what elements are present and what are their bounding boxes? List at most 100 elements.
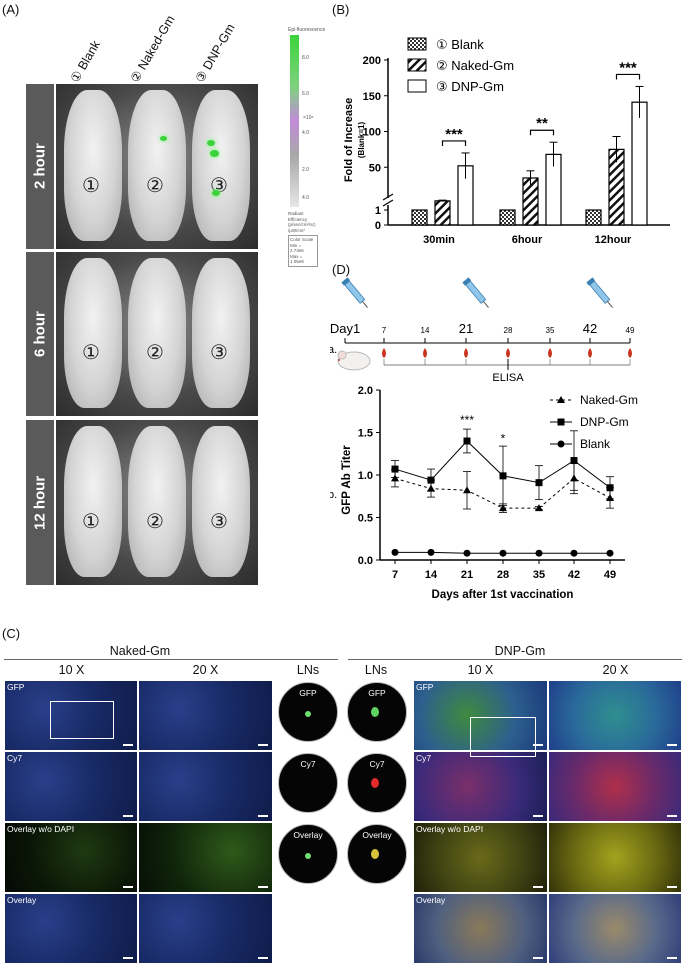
micrograph-2-0: Overlay w/o DAPI <box>4 822 138 893</box>
y-tick-label: 0.0 <box>358 555 373 567</box>
blood-drop-icon <box>548 348 552 358</box>
day-label: Day1 <box>330 321 360 336</box>
micrograph-1-1 <box>138 751 273 822</box>
time-tab-2: 12 hour <box>26 420 54 585</box>
day-label: 7 <box>382 326 387 335</box>
x-tick-label: 7 <box>392 569 398 581</box>
scale-bar <box>123 744 133 746</box>
elisa-label: ELISA <box>492 372 524 384</box>
point <box>427 476 435 484</box>
blood-drop-icon <box>506 348 510 358</box>
x-tick-label: 42 <box>568 569 580 581</box>
point <box>463 549 471 557</box>
legend-label: DNP-Gm <box>580 415 629 429</box>
row-label-a: a. <box>330 344 337 356</box>
significance-label: *** <box>445 126 463 143</box>
mouse-icon <box>337 350 371 371</box>
blood-drop-icon <box>382 348 386 358</box>
dnp-gm-title: DNP-Gm <box>494 644 546 658</box>
y-tick-label: 2.0 <box>358 385 373 397</box>
scale-bar <box>533 957 543 959</box>
scale-bar <box>123 886 133 888</box>
panel-b-label: (B) <box>332 2 350 17</box>
micrograph-0-0: GFP <box>4 680 138 751</box>
scale-bar <box>533 886 543 888</box>
fluorescence-spot <box>212 190 220 196</box>
legend-swatch <box>407 58 427 72</box>
syringe-icon <box>341 277 368 308</box>
column-label-blank: ① Blank <box>67 38 103 85</box>
legend-label: Naked-Gm <box>580 393 638 407</box>
significance-bracket <box>615 73 641 80</box>
zoom-inset-box <box>470 717 536 757</box>
micrograph-3-3 <box>548 893 682 964</box>
scale-bar <box>667 815 677 817</box>
category-label: 30min <box>423 234 455 246</box>
micrograph-label: Cy7 <box>416 753 432 763</box>
point <box>427 548 435 556</box>
gfp-ab-titer-line-chart: 0.0 0.5 1.0 1.5 2.0 7 14 21 28 35 42 49 Days after 1… <box>330 385 638 601</box>
radiance-color-scale: Epi-fluorescence 8.0 6.0 ×10⁶ 4.0 2.0 4.… <box>288 27 325 267</box>
y-tick-label: 200 <box>363 55 381 67</box>
ln-signal <box>371 778 379 788</box>
legend-swatch <box>407 37 427 51</box>
scale-bar <box>667 744 677 746</box>
blood-drop-icon <box>628 348 632 358</box>
micrograph-0-1 <box>138 680 273 751</box>
category-label: 12hour <box>595 234 632 246</box>
naked-20x-header: 20 X <box>192 663 219 677</box>
blood-drop-icon <box>464 348 468 358</box>
x-tick-label: 49 <box>604 569 616 581</box>
legend-label: Blank <box>580 437 611 451</box>
significance-bracket <box>441 140 467 146</box>
x-tick-label: 14 <box>425 569 438 581</box>
micrograph-3-1 <box>138 893 273 964</box>
scale-bar <box>123 957 133 959</box>
y-tick-label: 50 <box>369 162 381 174</box>
point <box>535 479 543 487</box>
syringe-icon <box>586 277 613 308</box>
scale-bar <box>258 815 268 817</box>
y-tick-label: 1 <box>375 205 381 217</box>
significance-label: *** <box>460 413 474 427</box>
row-label-b: b. <box>330 489 337 501</box>
y-tick-label: 0.5 <box>358 513 373 525</box>
legend-label: ① Blank <box>436 37 484 52</box>
syringe-icon <box>462 277 489 308</box>
bar-1-0 <box>434 200 451 226</box>
point <box>535 549 543 557</box>
x-tick-label: 21 <box>461 569 473 581</box>
ln-label: Cy7 <box>300 759 316 769</box>
mouse-2: ③ <box>192 426 250 577</box>
dnp-20x-header: 20 X <box>602 663 629 677</box>
point <box>463 486 471 494</box>
day-label: 49 <box>626 326 635 335</box>
x-tick-label: 28 <box>497 569 509 581</box>
naked-lns-header: LNs <box>296 663 320 677</box>
lymph-node-naked-1: Cy7 <box>278 753 338 813</box>
lymph-node-naked-0: GFP <box>278 682 338 742</box>
point <box>535 504 543 512</box>
group-marker: ① <box>82 342 100 364</box>
bar-0-1 <box>499 209 516 226</box>
mouse-image-1: ① ② ③ <box>56 136 258 416</box>
legend-marker <box>557 440 565 448</box>
group-marker: ③ <box>210 510 228 533</box>
point <box>463 437 471 445</box>
legend-swatch <box>407 79 427 93</box>
mouse-image-0: ① ② ③ <box>56 84 258 249</box>
day-label: 35 <box>546 326 555 335</box>
point <box>499 504 507 512</box>
scale-bar <box>123 815 133 817</box>
micrograph-2-3 <box>548 822 682 893</box>
point <box>606 549 614 557</box>
mouse-image-2: ① ② ③ <box>56 150 258 585</box>
group-marker: ③ <box>210 342 228 364</box>
ln-label: GFP <box>299 688 317 698</box>
y-tick-label: 0 <box>375 220 381 232</box>
lymph-node-dnp-0: GFP <box>347 682 407 742</box>
scale-caption: Radiant Efficiency (p/sec/cm²/sr)/μW/cm² … <box>288 211 318 267</box>
y-tick-label: 1.0 <box>358 470 373 482</box>
day-label: 14 <box>421 326 430 335</box>
